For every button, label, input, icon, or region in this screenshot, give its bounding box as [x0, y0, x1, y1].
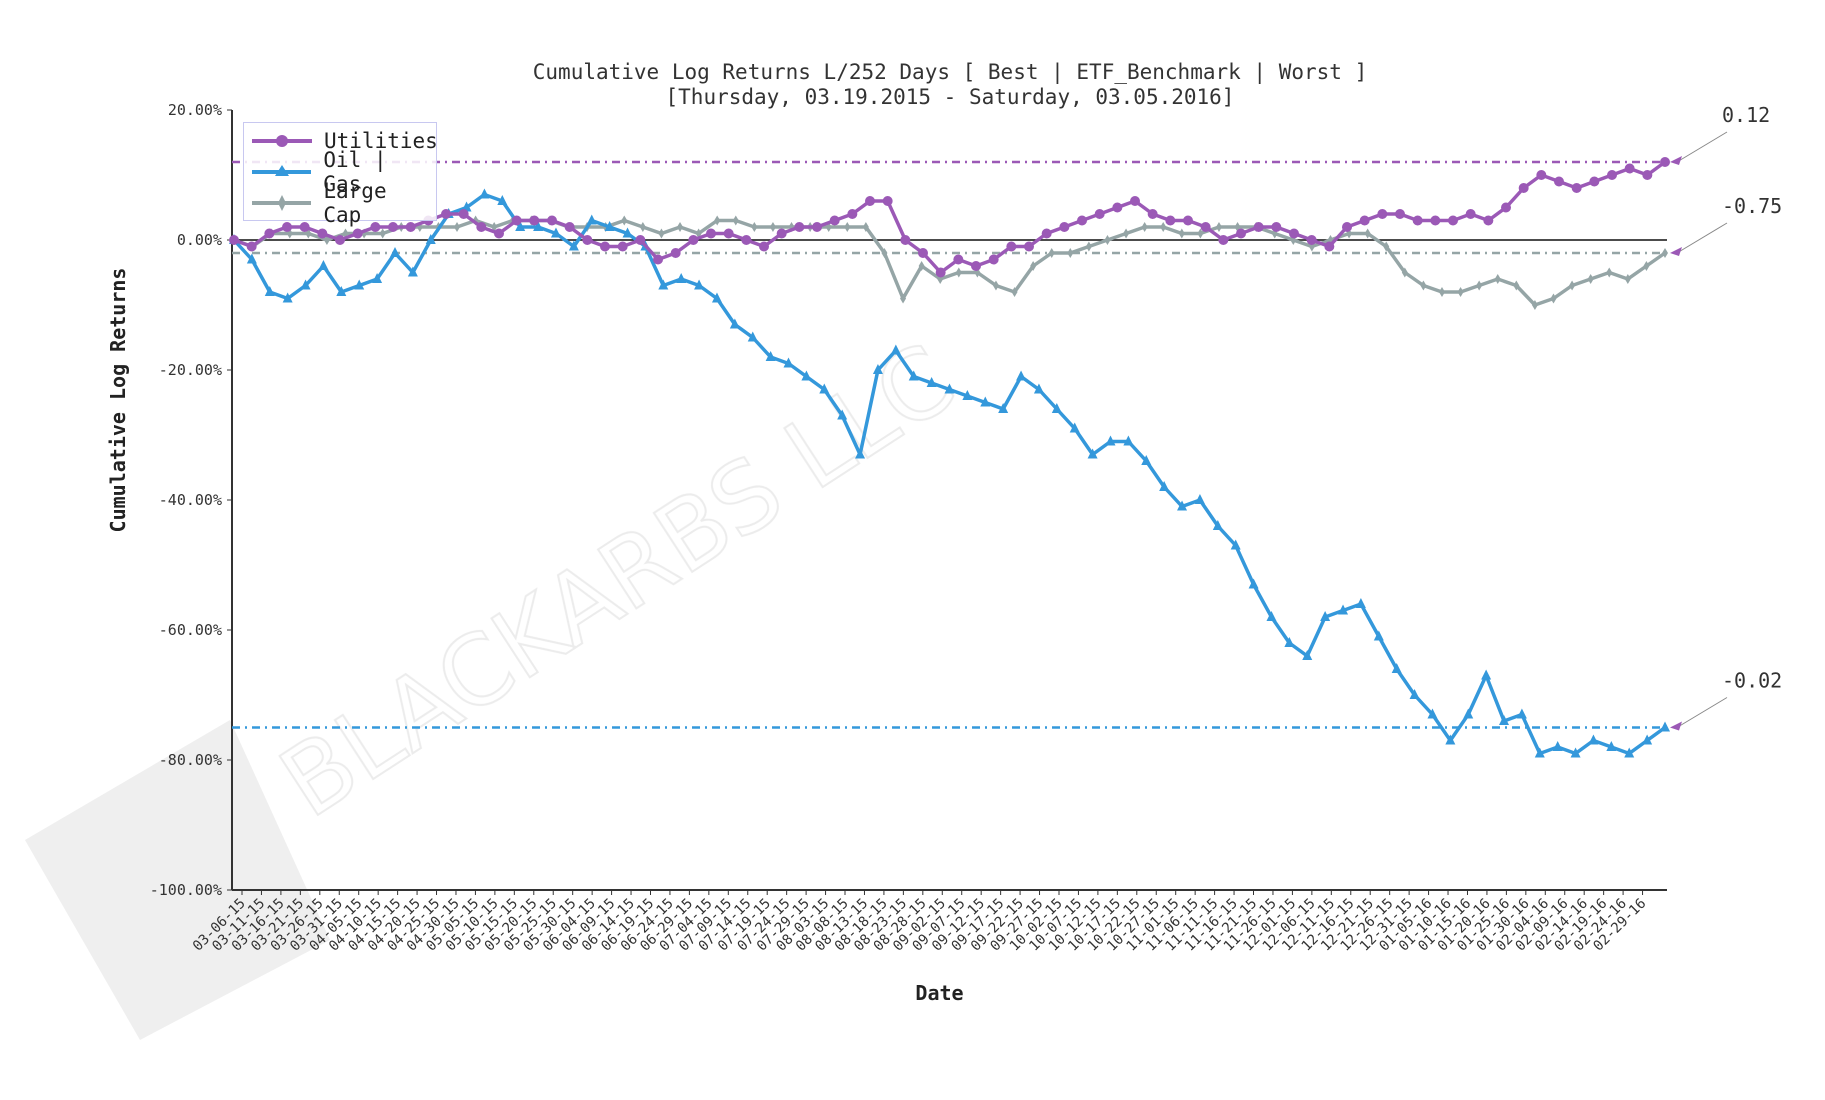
- legend-item-utilities[interactable]: Utilities: [252, 126, 438, 156]
- series-utilities: [229, 157, 1670, 278]
- y-tick-label: -60.00%: [159, 621, 222, 639]
- legend-item-large-cap[interactable]: Large Cap: [252, 179, 436, 227]
- annotation-label: -0.02: [1722, 669, 1782, 693]
- y-axis-label: Cumulative Log Returns: [106, 268, 130, 533]
- series-oil-gas: [229, 188, 1670, 758]
- chart-legend: Utilities Oil | Gas Large Cap: [243, 122, 438, 227]
- y-tick-label: 0.00%: [177, 231, 222, 249]
- y-tick-label: -40.00%: [159, 491, 222, 509]
- x-axis-label: Date: [915, 981, 963, 1005]
- circle-marker-icon: [252, 135, 312, 147]
- series-large-cap: [231, 215, 1668, 310]
- annotation-arrow-icon: [1670, 721, 1682, 731]
- y-tick-label: -80.00%: [159, 751, 222, 769]
- legend-label: Large Cap: [323, 179, 387, 227]
- legend-label: Utilities: [324, 129, 438, 153]
- diamond-marker-icon: [252, 195, 312, 211]
- annotation-label: -0.75: [1722, 194, 1782, 218]
- y-tick-label: 20.00%: [168, 101, 222, 119]
- y-tick-label: -100.00%: [150, 881, 222, 899]
- y-tick-label: -20.00%: [159, 361, 222, 379]
- chart-subtitle: [Thursday, 03.19.2015 - Saturday, 03.05.…: [665, 85, 1235, 109]
- legend-label: Oil | Gas: [323, 148, 387, 196]
- annotation-arrow-icon: [1670, 247, 1682, 256]
- watermark-text: BLACKARBS LLC: [262, 323, 974, 839]
- chart-title: Cumulative Log Returns L/252 Days [ Best…: [532, 60, 1368, 84]
- annotation-label: 0.12: [1722, 103, 1770, 127]
- triangle-marker-icon: [252, 165, 312, 176]
- legend-item-oil-gas[interactable]: Oil | Gas: [252, 148, 436, 196]
- annotation-arrow-icon: [1670, 156, 1682, 165]
